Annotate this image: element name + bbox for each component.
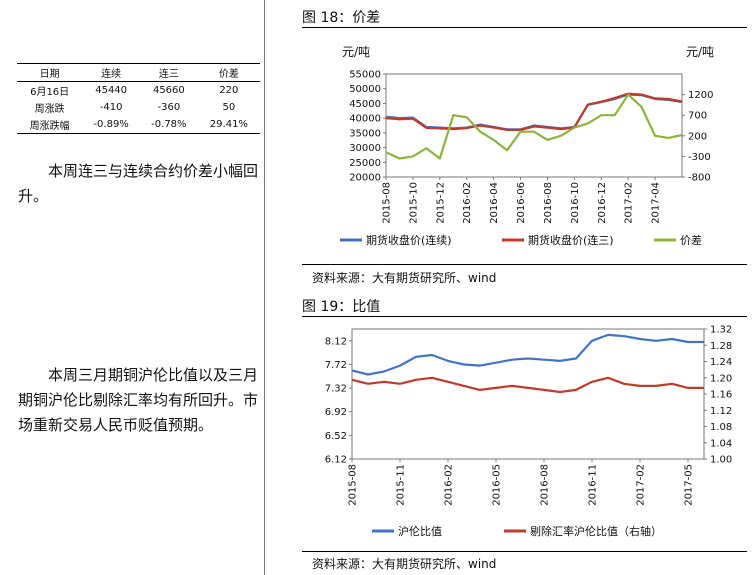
y-tick-label: 20000 [349, 173, 381, 184]
y2-tick-label: 700 [688, 111, 707, 122]
y-tick-label: 6.52 [325, 431, 347, 442]
y2-tick-label: 1.24 [710, 357, 732, 368]
y2-tick-label: 1.12 [710, 406, 732, 417]
table-header: 日期 [39, 69, 60, 80]
x-tick-label: 2016-06 [516, 182, 527, 224]
y2-tick-label: 1.28 [710, 341, 732, 352]
y-tick-label: 40000 [349, 114, 381, 125]
y-tick-label: 50000 [349, 84, 381, 95]
y-tick-label: 8.12 [325, 336, 347, 347]
table-header: 连续 [101, 69, 122, 80]
fig18-title: 图 18：价差 [302, 10, 381, 26]
y2-tick-label: 200 [688, 131, 707, 142]
table-cell: 周涨跌 [34, 104, 65, 115]
y2-tick-label: 1.00 [710, 455, 732, 466]
y-tick-label: 45000 [349, 99, 381, 110]
table-cell: 50 [222, 102, 236, 113]
fig19-source: 资料来源：大有期货研究所、wind [312, 557, 497, 571]
y2-tick-label: -800 [688, 173, 711, 184]
y-tick-label: 55000 [349, 70, 381, 81]
y2-tick-label: 1.08 [710, 422, 732, 433]
x-tick-label: 2017-02 [624, 182, 635, 224]
y2-tick-label: 1.32 [710, 325, 732, 336]
y2-tick-label: 1200 [688, 90, 713, 101]
ratio-chart: 8.12 7.72 7.32 6.92 6.52 6.12 1.32 1.28 1.24 1.20… [325, 325, 733, 539]
legend-label: 沪伦比值 [398, 524, 442, 538]
y2-tick-label: 1.20 [710, 373, 732, 384]
x-tick-label: 2016-02 [462, 182, 473, 224]
table-cell: -0.78% [151, 119, 187, 130]
series-line [385, 93, 683, 131]
y-tick-label: 6.12 [325, 455, 347, 466]
y-tick-label: 25000 [349, 158, 381, 169]
table-cell: -410 [99, 102, 123, 113]
x-tick-label: 2015-12 [435, 182, 446, 224]
x-tick-label: 2016-10 [570, 182, 581, 224]
spread-commentary: 本周连三与连续合约价差小幅回升。 [18, 162, 259, 205]
x-tick-label: 2017-04 [651, 182, 662, 224]
fig19-bottom-rule [302, 551, 747, 552]
table-row: 周涨跌幅 -0.89% -0.78% 29.41% [17, 116, 260, 134]
y2-tick-label: -300 [688, 152, 711, 163]
x-tick-label: 2016-12 [597, 182, 608, 224]
fig19-top-rule [302, 316, 747, 317]
x-tick-label: 2016-08 [543, 182, 554, 224]
y-tick-label: 7.32 [325, 384, 347, 395]
series-line [385, 93, 683, 160]
legend-label: 剔除汇率沪伦比值（右轴） [530, 524, 662, 538]
x-tick-label: 2015-10 [408, 182, 419, 224]
x-tick-label: 2016-11 [588, 464, 599, 506]
plot-area [385, 73, 683, 178]
legend-label: 期货收盘价(连三) [528, 233, 614, 247]
spread-chart: 55000 50000 45000 40000 35000 30000 25000 20000… [340, 45, 714, 247]
table-cell: 45660 [152, 85, 185, 96]
x-tick-label: 2015-08 [348, 464, 359, 506]
y-axis-unit: 元/吨 [342, 45, 370, 59]
y2-tick-label: 1.16 [710, 390, 732, 401]
y-tick-label: 7.72 [325, 360, 347, 371]
table-cell: 周涨跌幅 [29, 121, 70, 132]
legend-label: 期货收盘价(连续) [366, 233, 452, 247]
fig19-title: 图 19：比值 [302, 299, 381, 315]
y2-axis-unit: 元/吨 [686, 45, 714, 59]
table-cell: 220 [219, 85, 239, 96]
table-cell: 6月16日 [30, 87, 70, 98]
table-cell: 45440 [95, 85, 128, 96]
table-header: 连三 [158, 69, 179, 80]
x-tick-label: 2015-11 [396, 464, 407, 506]
series-line [351, 376, 704, 394]
table-cell: -360 [157, 102, 181, 113]
x-tick-label: 2017-05 [684, 464, 695, 506]
y-tick-label: 6.92 [325, 407, 347, 418]
plot-area [351, 328, 705, 460]
table-row: 周涨跌 -410 -360 50 [17, 99, 260, 116]
y-tick-label: 35000 [349, 128, 381, 139]
series-line [385, 92, 683, 132]
x-tick-label: 2016-02 [444, 464, 455, 506]
series-line [351, 333, 704, 376]
ratio-commentary: 本周三月期铜沪伦比值以及三月期铜沪伦比剔除汇率均有所回升。市场重新交易人民币贬值… [18, 366, 259, 434]
x-tick-label: 2016-05 [492, 464, 503, 506]
legend-label: 价差 [680, 233, 702, 247]
x-tick-label: 2016-04 [489, 182, 500, 224]
table-header: 价差 [218, 69, 239, 80]
table-row: 6月16日 45440 45660 220 [17, 82, 260, 100]
x-tick-label: 2015-08 [382, 182, 393, 224]
x-tick-label: 2017-02 [636, 464, 647, 506]
x-tick-label: 2016-08 [540, 464, 551, 506]
table-header-row: 日期 连续 连三 价差 [17, 63, 260, 82]
fig18-source: 资料来源：大有期货研究所、wind [312, 271, 497, 285]
y-tick-label: 30000 [349, 143, 381, 154]
table-cell: -0.89% [93, 119, 129, 130]
fig18-top-rule [302, 27, 747, 28]
spread-table: 日期 连续 连三 价差 6月16日 45440 45660 220 周涨跌 -4… [17, 63, 260, 134]
table-cell: 29.41% [209, 119, 248, 130]
fig18-bottom-rule [302, 264, 747, 265]
y2-tick-label: 1.04 [710, 438, 732, 449]
column-divider [264, 0, 265, 575]
